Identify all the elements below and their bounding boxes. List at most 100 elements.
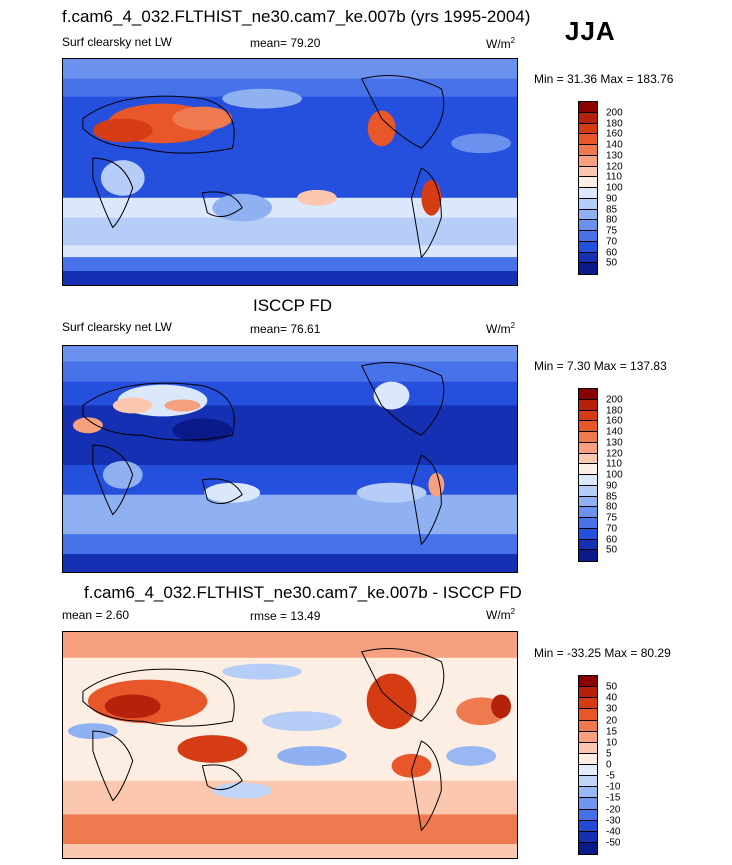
colorbar-tick-label: 20 [606,715,618,726]
colorbar-tick-label: 50 [606,544,618,556]
colorbar-tick-label: 130 [606,437,623,449]
colorbar-swatch [579,518,597,529]
panel1-field [63,59,517,285]
season-label: JJA [565,16,616,46]
colorbar-swatch [579,410,597,422]
panel3-mean: mean = 2.60 [62,608,130,622]
colorbar-tick-label: 60 [606,534,618,545]
colorbar-swatch [579,820,597,832]
panel1-mean: mean= 79.20 [250,36,321,50]
panel1-variable-label: Surf clearsky net LW [62,35,172,49]
panel3-field [63,632,517,858]
colorbar-tick-label: -10 [606,781,621,793]
colorbar-tick-label: 70 [606,236,618,248]
colorbar-swatch [579,188,597,199]
colorbar-tick-label: -30 [606,815,621,827]
colorbar-tick-label: -50 [606,837,621,849]
colorbar-swatch [579,528,597,540]
colorbar-swatch [579,112,597,124]
colorbar-swatch [579,475,597,486]
colorbar-tick-label: 30 [606,703,618,715]
colorbar-tick-label: 70 [606,523,618,535]
colorbar-swatch [579,687,597,699]
panel2-colorbar [578,388,598,562]
colorbar-swatch [579,776,597,788]
panel3-colorbar [578,675,598,855]
panel1-minmax: Min = 31.36 Max = 183.76 [534,72,674,86]
panel2-map [62,345,518,573]
colorbar-tick-label: 180 [606,118,623,129]
colorbar-tick-label: -40 [606,826,621,838]
colorbar-tick-label: 180 [606,405,623,416]
colorbar-swatch [579,220,597,231]
colorbar-tick-label: 140 [606,426,623,438]
colorbar-swatch [579,809,597,821]
colorbar-tick-label: 200 [606,107,623,119]
colorbar-tick-label: 130 [606,150,623,162]
colorbar-tick-label: 100 [606,182,623,194]
panel1-map [62,58,518,286]
colorbar-tick-label: -15 [606,792,621,804]
colorbar-tick-label: 110 [606,458,622,470]
colorbar-swatch [579,252,597,264]
colorbar-swatch [579,485,597,497]
colorbar-tick-label: 75 [606,225,618,237]
colorbar-tick-label: -5 [606,770,615,782]
colorbar-swatch [579,539,597,551]
colorbar-swatch [579,241,597,253]
panel2-title: ISCCP FD [253,296,333,315]
colorbar-tick-label: 90 [606,480,618,492]
colorbar-tick-label: 160 [606,128,623,140]
colorbar-tick-label: 10 [606,737,618,749]
colorbar-tick-label: 5 [606,748,612,760]
colorbar-tick-label: 0 [606,759,612,771]
panel1-colorbar [578,101,598,275]
colorbar-swatch [579,134,597,145]
colorbar-swatch [579,698,597,710]
colorbar-swatch [579,442,597,454]
colorbar-tick-label: 110 [606,171,622,183]
panel3-minmax: Min = -33.25 Max = 80.29 [534,646,671,660]
colorbar-swatch [579,742,597,754]
colorbar-swatch [579,831,597,843]
colorbar-swatch [579,731,597,743]
colorbar-swatch [579,389,597,400]
colorbar-tick-label: 15 [606,726,618,738]
colorbar-swatch [579,177,597,188]
colorbar-swatch [579,676,597,688]
colorbar-swatch [579,209,597,221]
colorbar-tick-label: 85 [606,491,618,502]
panel1-units: W/m2 [486,36,516,51]
colorbar-tick-label: 50 [606,681,618,693]
colorbar-tick-label: -20 [606,804,621,815]
colorbar-swatch [579,720,597,732]
colorbar-swatch [579,507,597,518]
colorbar-swatch [579,123,597,135]
panel2-field [63,346,517,572]
panel2-mean: mean= 76.61 [250,322,321,336]
colorbar-swatch [579,145,597,156]
colorbar-tick-label: 80 [606,214,618,226]
colorbar-swatch [579,102,597,113]
colorbar-swatch [579,399,597,411]
colorbar-swatch [579,787,597,799]
panel3-title: f.cam6_4_032.FLTHIST_ne30.cam7_ke.007b -… [84,583,522,602]
panel2-variable-label: Surf clearsky net LW [62,320,172,334]
colorbar-swatch [579,798,597,810]
colorbar-swatch [579,753,597,765]
colorbar-tick-label: 120 [606,161,623,172]
colorbar-tick-label: 80 [606,501,618,513]
colorbar-swatch [579,550,597,561]
panel3-rmse: rmse = 13.49 [250,609,321,623]
panel3-units: W/m2 [486,607,516,622]
colorbar-swatch [579,453,597,465]
panel1-title: f.cam6_4_032.FLTHIST_ne30.cam7_ke.007b (… [62,7,531,26]
colorbar-tick-label: 50 [606,257,618,269]
colorbar-tick-label: 40 [606,692,618,704]
panel3-map [62,631,518,859]
colorbar-tick-label: 160 [606,415,623,427]
colorbar-tick-label: 120 [606,448,623,459]
colorbar-tick-label: 60 [606,247,618,258]
colorbar-swatch [579,155,597,167]
colorbar-swatch [579,765,597,777]
